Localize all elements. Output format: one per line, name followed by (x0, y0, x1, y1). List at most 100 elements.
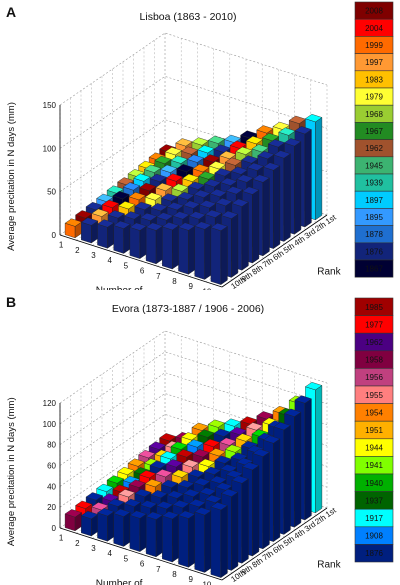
bar (129, 510, 147, 553)
bar (97, 508, 115, 542)
chart-b-day-tick-label: 9 (188, 575, 193, 584)
chart-panel-a: A Lisboa (1863 - 2010) 0 50 100 150 1 2 3 4 5 6 7 8 9 1… (0, 0, 400, 290)
chart-a-day-tick-label: 6 (140, 267, 145, 276)
chart-a-day-tick-label: 4 (107, 256, 112, 265)
legend-label: 1939 (365, 179, 383, 188)
bar (210, 502, 228, 579)
bar (80, 217, 99, 244)
bar (129, 222, 147, 260)
chart-a-bars (64, 114, 323, 286)
legend-label: 1962 (365, 338, 383, 347)
legend-label: 1999 (365, 41, 383, 50)
legend-swatch (354, 259, 394, 278)
bar (178, 222, 196, 275)
bar (161, 511, 180, 563)
chart-b-xlabel-line1: Number of (96, 579, 143, 585)
bar (97, 219, 115, 249)
bar (64, 218, 83, 239)
legend-label: 1941 (365, 461, 383, 470)
chart-a-day-tick-label: 5 (124, 261, 129, 270)
chart-a-zlabel: Rank (317, 267, 341, 278)
legend-label: 1897 (365, 196, 383, 205)
legend-label: 2004 (365, 24, 383, 33)
chart-a-day-tick-label: 7 (156, 272, 161, 281)
legend-label: 1876 (365, 549, 383, 558)
legend-label: 1977 (365, 320, 383, 329)
chart-a-legend: 2008 2004 1999 1997 1983 1979 1968 1967 1962 1945… (354, 1, 394, 278)
legend-label: 1962 (365, 144, 383, 153)
chart-a-day-tick-label: 1 (59, 241, 64, 250)
legend-label: 1867 (365, 265, 383, 274)
legend-label: 1983 (365, 75, 383, 84)
chart-b-ytick-label: 100 (43, 420, 57, 429)
legend-label: 1979 (365, 93, 383, 102)
chart-b-ytick-label: 80 (47, 441, 56, 450)
bar (80, 510, 99, 537)
legend-swatch (354, 544, 394, 563)
bar (64, 509, 83, 532)
chart-a-xlabel-line1: Number of (96, 286, 143, 290)
legend-label: 1878 (365, 230, 383, 239)
legend-label: 1956 (365, 373, 383, 382)
chart-b-ylabel: Average precitation in N days (mm) (6, 397, 17, 546)
chart-b-day-tick-label: 1 (59, 534, 64, 543)
bar (210, 222, 228, 286)
legend-label: 1954 (365, 408, 383, 417)
chart-a-day-tick-label: 10 (202, 287, 211, 290)
bar (113, 220, 131, 254)
chart-panel-b: B Evora (1873-1887 / 1906 - 2006) 0 20 40 60 8… (0, 290, 400, 585)
chart-a-day-tick-label: 3 (91, 251, 96, 260)
chart-a-canvas: A Lisboa (1863 - 2010) 0 50 100 150 1 2 3 4 5 6 7 8 9 1… (6, 1, 394, 290)
bar (194, 507, 212, 573)
chart-b-ytick-label: 60 (47, 462, 56, 471)
legend-label: 2008 (365, 7, 383, 16)
legend-label: 1968 (365, 110, 383, 119)
chart-b-canvas: B Evora (1873-1887 / 1906 - 2006) 0 20 40 60 8… (6, 294, 394, 585)
chart-a-title: Lisboa (1863 - 2010) (140, 11, 237, 23)
chart-b-day-tick-label: 6 (140, 560, 145, 569)
legend-label: 1945 (365, 161, 383, 170)
legend-label: 1895 (365, 213, 383, 222)
legend-label: 1937 (365, 496, 383, 505)
chart-b-day-tick-label: 10 (202, 580, 211, 585)
chart-b-ytick-label: 20 (47, 503, 56, 512)
chart-a-panel-label: A (6, 4, 16, 20)
chart-b-ytick-label: 120 (43, 399, 57, 408)
legend-label: 1940 (365, 479, 383, 488)
chart-a-day-tick-label: 8 (172, 277, 177, 286)
chart-a-ytick-label: 150 (43, 101, 57, 110)
chart-b-day-tick-label: 7 (156, 565, 161, 574)
bar (161, 222, 180, 270)
chart-b-title: Evora (1873-1887 / 1906 - 2006) (112, 303, 264, 315)
chart-b-day-tick-label: 5 (124, 554, 129, 563)
legend-label: 1876 (365, 247, 383, 256)
chart-b-ytick-label: 40 (47, 482, 56, 491)
chart-b-ytick-label: 0 (52, 524, 57, 533)
bar (178, 510, 196, 568)
legend-label: 1944 (365, 444, 383, 453)
chart-b-bars (64, 382, 323, 579)
chart-b-day-tick-label: 2 (75, 539, 80, 548)
legend-label: 1997 (365, 58, 383, 67)
chart-a-ylabel: Average precitation in N days (mm) (6, 102, 17, 251)
bar (194, 221, 212, 280)
chart-b-panel-label: B (6, 294, 16, 310)
legend-label: 1955 (365, 391, 383, 400)
bar (145, 511, 164, 558)
legend-label: 1985 (365, 303, 383, 312)
chart-b-day-tick-label: 8 (172, 570, 177, 579)
chart-b-day-tick-label: 3 (91, 544, 96, 553)
bar (113, 508, 131, 547)
bar (145, 222, 164, 265)
chart-b-legend: 1985 1977 1962 1958 1956 1955 1954 1951 1944 1941… (354, 297, 394, 563)
chart-a-ytick-label: 50 (47, 188, 56, 197)
chart-a-day-tick-label: 2 (75, 246, 80, 255)
chart-b-zlabel: Rank (317, 560, 341, 571)
legend-label: 1958 (365, 356, 383, 365)
chart-a-ytick-label: 100 (43, 144, 57, 153)
chart-a-ytick-label: 0 (52, 231, 57, 240)
chart-a-day-tick-label: 9 (188, 282, 193, 290)
chart-b-day-tick-label: 4 (107, 549, 112, 558)
legend-label: 1908 (365, 532, 383, 541)
legend-label: 1967 (365, 127, 383, 136)
